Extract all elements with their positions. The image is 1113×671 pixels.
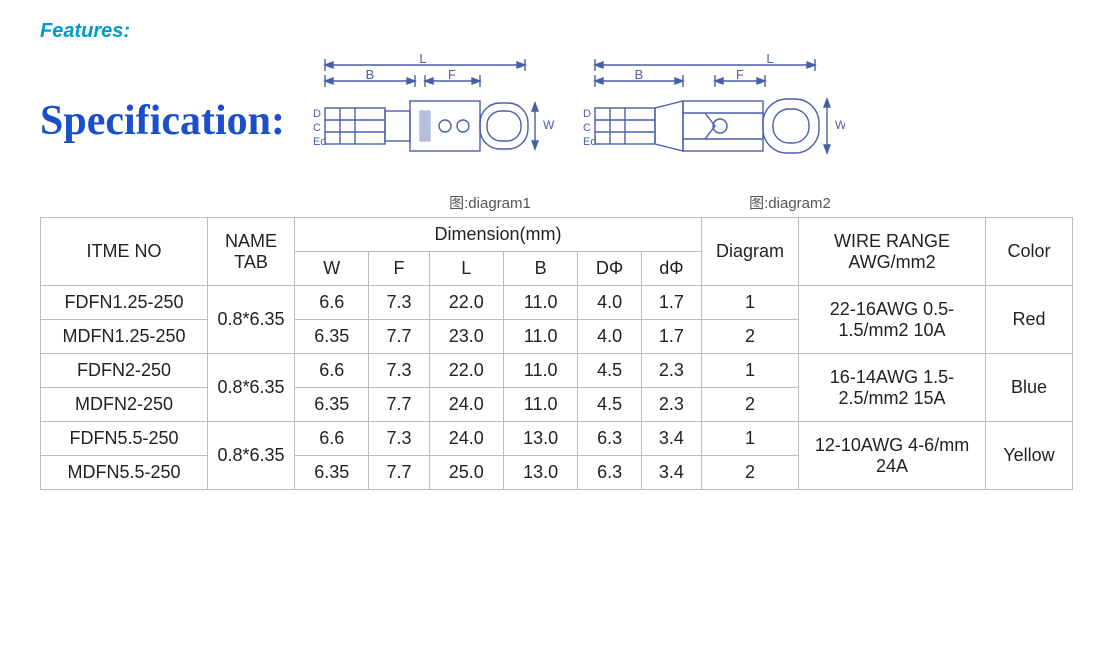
svg-text:C: C [313, 122, 321, 134]
cell-W: 6.35 [295, 320, 369, 354]
cell-dphi: 1.7 [641, 320, 701, 354]
diagram1: L B F [295, 53, 555, 188]
svg-text:B: B [635, 67, 644, 82]
svg-text:L: L [766, 53, 773, 66]
table-row: FDFN2-2500.8*6.356.67.322.011.04.52.3116… [41, 354, 1073, 388]
cell-color: Blue [986, 354, 1073, 422]
hdr-B: B [503, 252, 577, 286]
cell-diagram: 2 [702, 456, 799, 490]
cell-diagram: 2 [702, 320, 799, 354]
cell-B: 13.0 [503, 456, 577, 490]
cell-W: 6.6 [295, 422, 369, 456]
cell-diagram: 1 [702, 286, 799, 320]
cell-F: 7.3 [369, 286, 429, 320]
features-label: Features: [40, 20, 1073, 43]
cell-L: 23.0 [429, 320, 503, 354]
cell-DPhi: 4.0 [578, 320, 641, 354]
hdr-name: NAME TAB [208, 218, 295, 286]
cell-name-tab: 0.8*6.35 [208, 354, 295, 422]
hdr-color: Color [986, 218, 1073, 286]
cell-F: 7.7 [369, 456, 429, 490]
cell-B: 11.0 [503, 388, 577, 422]
hdr-dphi: dΦ [641, 252, 701, 286]
hdr-L: L [429, 252, 503, 286]
cell-item: FDFN5.5-250 [41, 422, 208, 456]
cell-W: 6.35 [295, 456, 369, 490]
cell-dphi: 2.3 [641, 354, 701, 388]
cell-diagram: 2 [702, 388, 799, 422]
cell-DPhi: 6.3 [578, 422, 641, 456]
cell-item: MDFN1.25-250 [41, 320, 208, 354]
diagram1-label: 图:diagram1 [370, 192, 610, 213]
cell-dphi: 1.7 [641, 286, 701, 320]
cell-F: 7.7 [369, 320, 429, 354]
hdr-DPhi: DΦ [578, 252, 641, 286]
hdr-diagram: Diagram [702, 218, 799, 286]
cell-F: 7.3 [369, 354, 429, 388]
specification-row: Specification: L B F [40, 53, 1073, 188]
svg-text:W: W [835, 118, 845, 132]
cell-name-tab: 0.8*6.35 [208, 286, 295, 354]
hdr-wire: WIRE RANGE AWG/mm2 [799, 218, 986, 286]
cell-DPhi: 4.0 [578, 286, 641, 320]
cell-wire-range: 22-16AWG 0.5-1.5/mm2 10A [799, 286, 986, 354]
hdr-W: W [295, 252, 369, 286]
cell-item: FDFN1.25-250 [41, 286, 208, 320]
svg-text:D: D [583, 108, 591, 120]
cell-name-tab: 0.8*6.35 [208, 422, 295, 490]
cell-L: 22.0 [429, 354, 503, 388]
cell-B: 11.0 [503, 354, 577, 388]
svg-text:C: C [583, 122, 591, 134]
svg-text:D: D [313, 108, 321, 120]
cell-L: 24.0 [429, 388, 503, 422]
table-row: FDFN1.25-2500.8*6.356.67.322.011.04.01.7… [41, 286, 1073, 320]
hdr-dimension: Dimension(mm) [295, 218, 702, 252]
cell-wire-range: 12-10AWG 4-6/mm 24A [799, 422, 986, 490]
dim-F: F [448, 67, 456, 82]
cell-item: MDFN5.5-250 [41, 456, 208, 490]
cell-B: 11.0 [503, 320, 577, 354]
diagram2-label: 图:diagram2 [670, 192, 910, 213]
cell-DPhi: 4.5 [578, 388, 641, 422]
cell-B: 13.0 [503, 422, 577, 456]
cell-item: MDFN2-250 [41, 388, 208, 422]
cell-W: 6.6 [295, 354, 369, 388]
svg-text:Ed: Ed [313, 136, 326, 148]
cell-diagram: 1 [702, 354, 799, 388]
cell-F: 7.7 [369, 388, 429, 422]
diagram-labels: 图:diagram1 图:diagram2 [40, 192, 1073, 213]
specification-title: Specification: [40, 97, 285, 145]
diagram2: L B F [565, 53, 845, 188]
svg-text:Ed: Ed [583, 136, 596, 148]
cell-L: 22.0 [429, 286, 503, 320]
hdr-F: F [369, 252, 429, 286]
cell-F: 7.3 [369, 422, 429, 456]
svg-text:F: F [736, 67, 744, 82]
cell-dphi: 2.3 [641, 388, 701, 422]
cell-diagram: 1 [702, 422, 799, 456]
dim-B: B [366, 67, 375, 82]
cell-wire-range: 16-14AWG 1.5-2.5/mm2 15A [799, 354, 986, 422]
cell-W: 6.35 [295, 388, 369, 422]
cell-dphi: 3.4 [641, 422, 701, 456]
cell-L: 25.0 [429, 456, 503, 490]
table-row: FDFN5.5-2500.8*6.356.67.324.013.06.33.41… [41, 422, 1073, 456]
cell-B: 11.0 [503, 286, 577, 320]
cell-DPhi: 4.5 [578, 354, 641, 388]
dim-L: L [419, 53, 426, 66]
cell-dphi: 3.4 [641, 456, 701, 490]
svg-text:W: W [543, 118, 555, 132]
hdr-item: ITME NO [41, 218, 208, 286]
cell-item: FDFN2-250 [41, 354, 208, 388]
cell-DPhi: 6.3 [578, 456, 641, 490]
cell-W: 6.6 [295, 286, 369, 320]
cell-color: Yellow [986, 422, 1073, 490]
cell-color: Red [986, 286, 1073, 354]
spec-table: ITME NO NAME TAB Dimension(mm) Diagram W… [40, 217, 1073, 490]
cell-L: 24.0 [429, 422, 503, 456]
